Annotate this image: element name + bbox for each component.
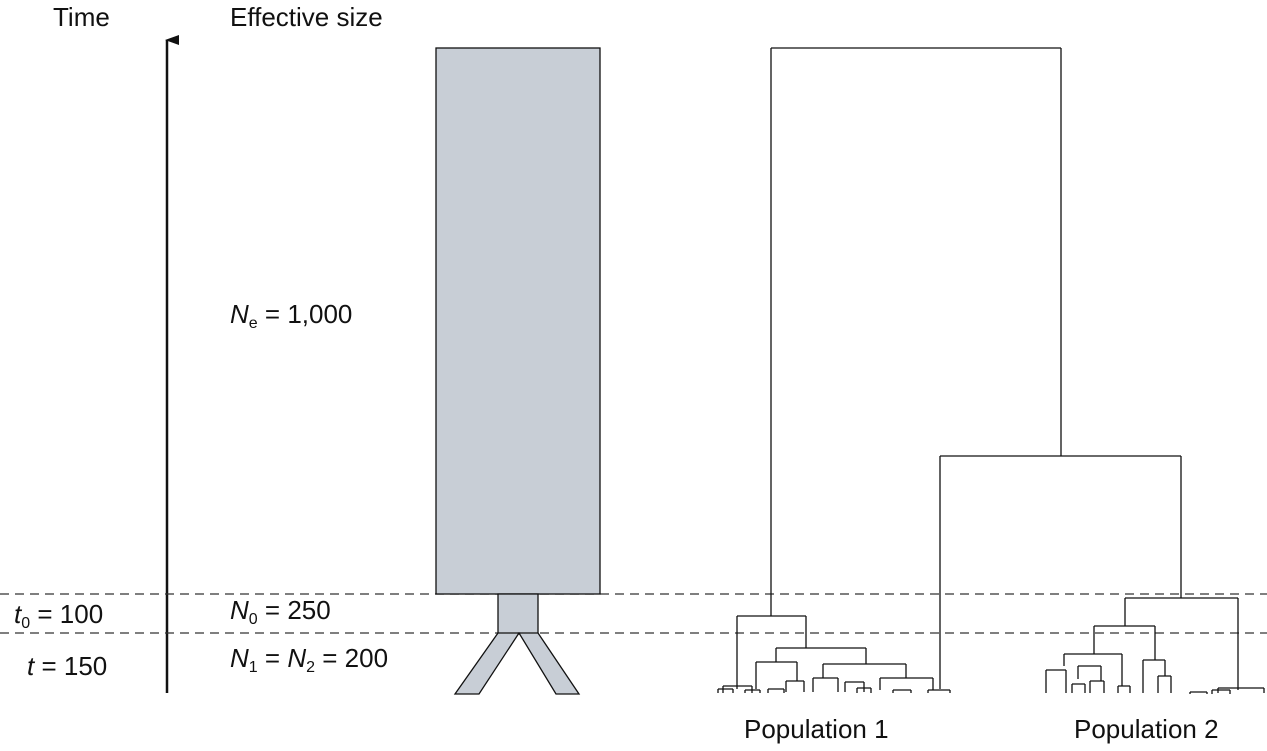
n2-symbol: N bbox=[287, 643, 307, 673]
n0-size-label: N0 = 250 bbox=[230, 595, 331, 628]
t0-value: = 100 bbox=[37, 599, 104, 629]
t-value: = 150 bbox=[41, 651, 108, 681]
n1-subscript: 1 bbox=[248, 659, 258, 676]
n1-symbol: N bbox=[230, 643, 249, 673]
ne-symbol: N bbox=[230, 299, 249, 329]
population-shape bbox=[435, 47, 601, 695]
ancestral-population-rect bbox=[435, 47, 601, 595]
daughter-population-1-branch bbox=[453, 632, 521, 695]
t-time-label: t = 150 bbox=[27, 653, 107, 679]
daughter-population-2-branch bbox=[517, 632, 581, 695]
population-1-label: Population 1 bbox=[744, 714, 889, 744]
bottleneck-population-rect bbox=[497, 593, 539, 635]
n0-subscript: 0 bbox=[248, 611, 258, 628]
ne-value: = 1,000 bbox=[264, 299, 353, 329]
n1-n2-size-label: N1 = N2 = 200 bbox=[230, 643, 389, 676]
t0-symbol: t bbox=[14, 599, 22, 629]
n2-subscript: 2 bbox=[306, 659, 316, 676]
ne-subscript: e bbox=[248, 315, 258, 332]
n12-value: = 200 bbox=[322, 643, 389, 673]
ne-size-label: Ne = 1,000 bbox=[230, 299, 353, 332]
n0-symbol: N bbox=[230, 595, 249, 625]
time-axis-label: Time bbox=[53, 2, 110, 32]
t0-subscript: 0 bbox=[21, 615, 31, 632]
effective-size-header: Effective size bbox=[230, 2, 383, 32]
coalescent-tree bbox=[717, 47, 1265, 694]
t-symbol: t bbox=[27, 651, 35, 681]
n1-equals: = bbox=[264, 643, 281, 673]
n0-value: = 250 bbox=[264, 595, 331, 625]
t0-time-label: t0 = 100 bbox=[14, 599, 104, 632]
population-2-label: Population 2 bbox=[1074, 714, 1219, 744]
